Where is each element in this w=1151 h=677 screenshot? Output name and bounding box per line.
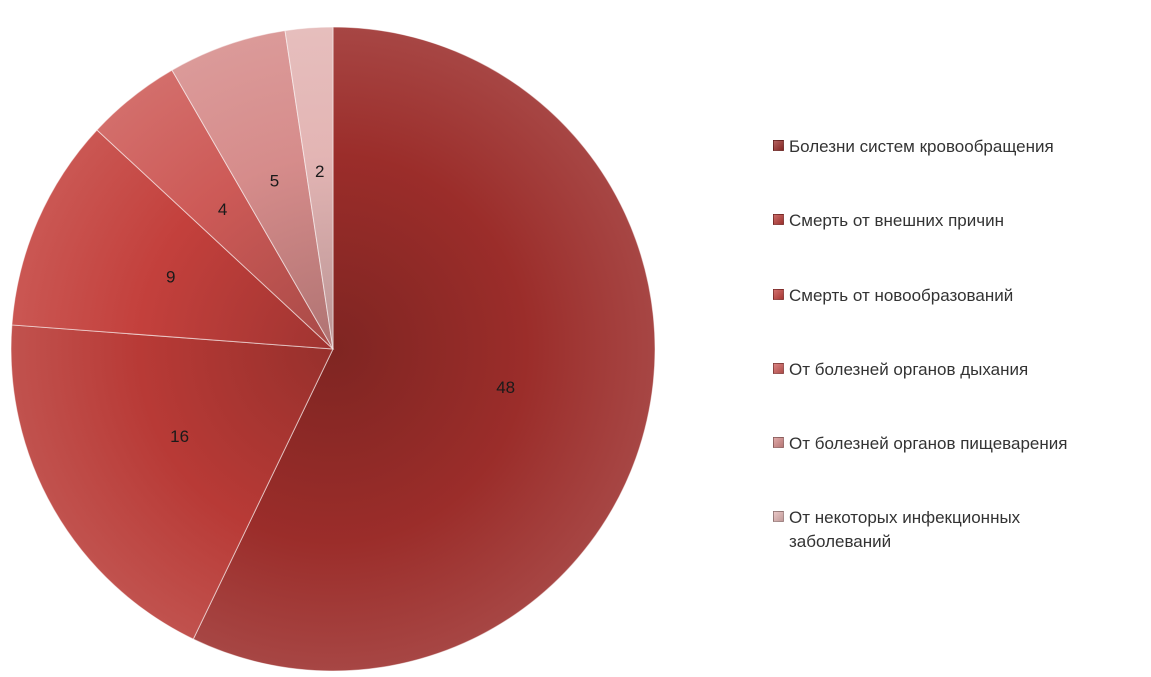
data-label-digestive: 5 bbox=[270, 171, 279, 190]
legend-label-neoplasms: Смерть от новообразований bbox=[789, 286, 1014, 305]
legend-label-digestive: От болезней органов пищеварения bbox=[789, 434, 1068, 453]
legend-swatch-external-causes bbox=[773, 214, 784, 225]
legend-swatch-digestive bbox=[773, 437, 784, 448]
legend-item-infectious: От некоторых инфекционных заболеваний bbox=[773, 506, 1033, 554]
legend-label-respiratory: От болезней органов дыхания bbox=[789, 360, 1029, 379]
pie-slices bbox=[10, 26, 656, 672]
legend-item-respiratory: От болезней органов дыхания bbox=[773, 358, 1148, 382]
data-label-neoplasms: 9 bbox=[166, 268, 175, 287]
legend-label-external-causes: Смерть от внешних причин bbox=[789, 211, 1004, 230]
pie-data-labels: 48 16 9 4 5 2 bbox=[166, 162, 515, 446]
legend-swatch-neoplasms bbox=[773, 289, 784, 300]
pie-slice-circulatory bbox=[192, 26, 656, 672]
pie-slice-digestive bbox=[171, 30, 334, 350]
pie-slice-external-causes bbox=[10, 324, 334, 640]
legend-swatch-respiratory bbox=[773, 363, 784, 374]
pie-slice-infectious bbox=[284, 26, 334, 350]
data-label-infectious: 2 bbox=[315, 162, 324, 181]
legend-swatch-infectious bbox=[773, 511, 784, 522]
pie-slice-neoplasms bbox=[11, 129, 335, 350]
legend-item-digestive: От болезней органов пищеварения bbox=[773, 432, 1148, 456]
legend-item-circulatory: Болезни систем кровообращения bbox=[773, 135, 1148, 159]
legend-label-infectious: От некоторых инфекционных заболеваний bbox=[789, 508, 1021, 551]
legend-swatch-circulatory bbox=[773, 140, 784, 151]
legend-label-circulatory: Болезни систем кровообращения bbox=[789, 137, 1054, 156]
legend-item-neoplasms: Смерть от новообразований bbox=[773, 284, 1148, 308]
data-label-external-causes: 16 bbox=[170, 427, 189, 446]
legend-item-external-causes: Смерть от внешних причин bbox=[773, 209, 1148, 233]
data-label-circulatory: 48 bbox=[496, 378, 515, 397]
data-label-respiratory: 4 bbox=[218, 200, 227, 219]
